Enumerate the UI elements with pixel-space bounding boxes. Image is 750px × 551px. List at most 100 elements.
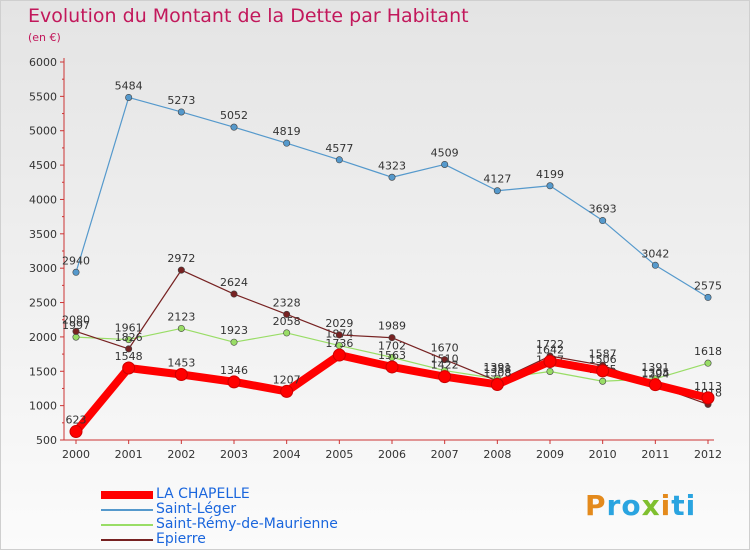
y-tick-label: 4000 <box>29 193 57 206</box>
data-point <box>704 293 712 301</box>
legend-swatch <box>101 491 153 499</box>
data-label: 1453 <box>167 357 195 370</box>
data-point <box>493 187 501 195</box>
x-tick-label: 2002 <box>167 448 195 461</box>
data-label: 1670 <box>431 342 459 355</box>
data-point <box>651 261 659 269</box>
data-label: 5273 <box>167 94 195 107</box>
data-label: 2940 <box>62 254 90 267</box>
data-label: 2029 <box>325 317 353 330</box>
data-label: 4323 <box>378 159 406 172</box>
data-label: 2058 <box>273 315 301 328</box>
data-point <box>388 173 396 181</box>
y-tick-label: 5000 <box>29 125 57 138</box>
data-label: 1563 <box>378 349 406 362</box>
data-point <box>177 266 185 274</box>
x-tick-label: 2010 <box>589 448 617 461</box>
data-point <box>385 360 399 374</box>
x-tick-label: 2008 <box>483 448 511 461</box>
series-la-chapelle: 6231548145313461207173615631422130816421… <box>66 337 722 439</box>
y-tick-label: 500 <box>36 434 57 447</box>
data-label: 623 <box>66 414 87 427</box>
data-label: 1826 <box>115 331 143 344</box>
data-label: 4819 <box>273 125 301 138</box>
data-label: 1422 <box>431 359 459 372</box>
data-label: 1961 <box>115 322 143 335</box>
data-label: 1997 <box>62 319 90 332</box>
data-label: 1702 <box>378 339 406 352</box>
data-label: 1506 <box>589 353 617 366</box>
legend-label: Saint-Léger <box>156 501 237 517</box>
data-point <box>227 375 241 389</box>
data-label: 1113 <box>694 380 722 393</box>
x-tick-label: 2009 <box>536 448 564 461</box>
data-label: 4509 <box>431 146 459 159</box>
x-tick-label: 2006 <box>378 448 406 461</box>
data-point <box>69 425 83 439</box>
data-label: 2972 <box>167 252 195 265</box>
y-tick-label: 4500 <box>29 159 57 172</box>
data-label: 1294 <box>641 367 669 380</box>
data-point <box>441 356 449 364</box>
data-point <box>546 182 554 190</box>
x-tick-label: 2001 <box>115 448 143 461</box>
legend-label: Saint-Rémy-de-Maurienne <box>156 516 338 532</box>
data-point <box>441 160 449 168</box>
data-point <box>125 93 133 101</box>
x-tick-label: 2011 <box>641 448 669 461</box>
data-point <box>125 345 133 353</box>
x-tick-label: 2000 <box>62 448 90 461</box>
x-tick-label: 2012 <box>694 448 722 461</box>
data-point <box>596 364 610 378</box>
data-point <box>490 377 504 391</box>
data-point <box>230 338 238 346</box>
legend-swatch <box>101 524 153 526</box>
x-tick-label: 2004 <box>273 448 301 461</box>
data-label: 2080 <box>62 313 90 326</box>
data-label: 4199 <box>536 168 564 181</box>
y-tick-label: 2000 <box>29 331 57 344</box>
data-label: 5484 <box>115 79 143 92</box>
chart-subtitle: (en €) <box>28 31 61 44</box>
data-label: 1923 <box>220 324 248 337</box>
data-label: 2624 <box>220 276 248 289</box>
data-label: 1207 <box>273 373 301 386</box>
data-point <box>283 329 291 337</box>
y-tick-label: 5500 <box>29 90 57 103</box>
data-point <box>230 290 238 298</box>
data-label: 5052 <box>220 109 248 122</box>
data-point <box>546 367 554 375</box>
data-point <box>283 310 291 318</box>
data-label: 1391 <box>641 361 669 374</box>
y-tick-label: 1000 <box>29 400 57 413</box>
data-label: 1618 <box>694 345 722 358</box>
data-label: 1391 <box>483 361 511 374</box>
data-point <box>335 156 343 164</box>
y-tick-label: 3000 <box>29 262 57 275</box>
data-point <box>72 327 80 335</box>
data-label: 4577 <box>325 142 353 155</box>
legend-swatch <box>101 509 153 511</box>
data-label: 4127 <box>483 173 511 186</box>
series-line <box>75 96 709 298</box>
proxiti-logo: Proxiti <box>585 489 697 522</box>
series-epierre: 2080 1826 2972 2624 2328 2029 1989 1670 1358 1722… <box>62 252 722 408</box>
legend-swatch <box>101 539 153 541</box>
data-label: 1736 <box>325 337 353 350</box>
data-point <box>230 123 238 131</box>
data-label: 1642 <box>536 344 564 357</box>
data-label: 1346 <box>220 364 248 377</box>
data-label: 3042 <box>641 247 669 260</box>
data-point <box>72 268 80 276</box>
y-tick-label: 3500 <box>29 228 57 241</box>
y-tick-label: 1500 <box>29 365 57 378</box>
legend-label: Epierre <box>156 531 206 547</box>
data-point <box>174 368 188 382</box>
data-point <box>332 348 346 362</box>
data-label: 1722 <box>536 338 564 351</box>
data-label: 1548 <box>115 350 143 363</box>
data-label: 2123 <box>167 310 195 323</box>
data-point <box>648 378 662 392</box>
data-point <box>599 217 607 225</box>
